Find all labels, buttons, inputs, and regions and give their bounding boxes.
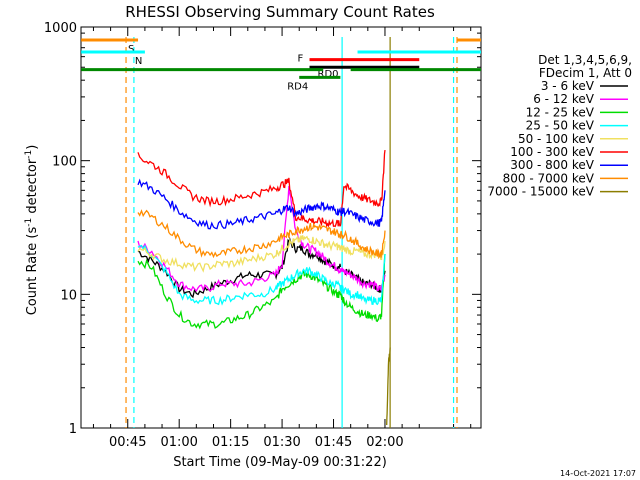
x-tick-label-1: 01:00 [160,435,197,450]
flag-label-4: RD4 [287,81,308,92]
series-line-5 [137,234,386,273]
tick-layer: 1 10 100 1000 00:45 01:00 01:15 01:30 01:45 02:00 [44,21,481,450]
series-layer [137,150,391,426]
eclipse-markers [125,37,458,428]
legend-label-8: 7000 - 15000 keV [487,185,594,199]
x-tick-label-3: 01:30 [263,435,300,450]
flag-label-3: RD0 [318,69,339,80]
series-line-4 [137,244,386,306]
footer-stamp: 14-Oct-2021 17:07 [560,469,636,478]
x-tick-label-2: 01:15 [212,435,249,450]
legend-header-1: FDecim 1, Att 0 [539,66,632,80]
chart-title: RHESSI Observing Summary Count Rates [125,3,435,21]
series-line-8 [137,209,386,260]
flag-bars: SN F RD0 RD4 [81,38,481,92]
x-tick-label-5: 02:00 [366,435,403,450]
series-line-6 [137,150,386,229]
legend-label-3: 25 - 50 keV [526,119,595,133]
series-line-9 [386,347,391,426]
flag-label-1: N [135,56,142,67]
y-tick-label-3: 1000 [44,21,77,36]
legend-label-7: 800 - 7000 keV [503,171,595,185]
series-line-2 [137,185,386,293]
x-axis-label: Start Time (09-May-09 00:31:22) [173,455,387,470]
y-tick-label-1: 10 [60,288,77,303]
legend-label-4: 50 - 100 keV [518,132,595,146]
legend-header-0: Det 1,3,4,5,6,9, [538,53,632,67]
legend-label-0: 3 - 6 keV [541,79,595,93]
series-line-7 [137,178,386,230]
legend-label-5: 100 - 300 keV [510,145,594,159]
legend-label-2: 12 - 25 keV [526,105,595,119]
y-axis-label: Count Rate (s-1 detector-1) [24,145,40,316]
legend-label-6: 300 - 800 keV [510,158,594,172]
legend-label-1: 6 - 12 keV [533,92,595,106]
y-tick-label-2: 100 [52,155,77,170]
flag-label-2: F [298,54,304,65]
x-tick-label-4: 01:45 [315,435,352,450]
x-tick-label-0: 00:45 [109,435,146,450]
legend: Det 1,3,4,5,6,9,FDecim 1, Att 03 - 6 keV… [487,53,632,199]
plot-frame [80,26,482,429]
y-tick-label-0: 1 [69,422,77,437]
flag-label-0: S [128,44,134,55]
